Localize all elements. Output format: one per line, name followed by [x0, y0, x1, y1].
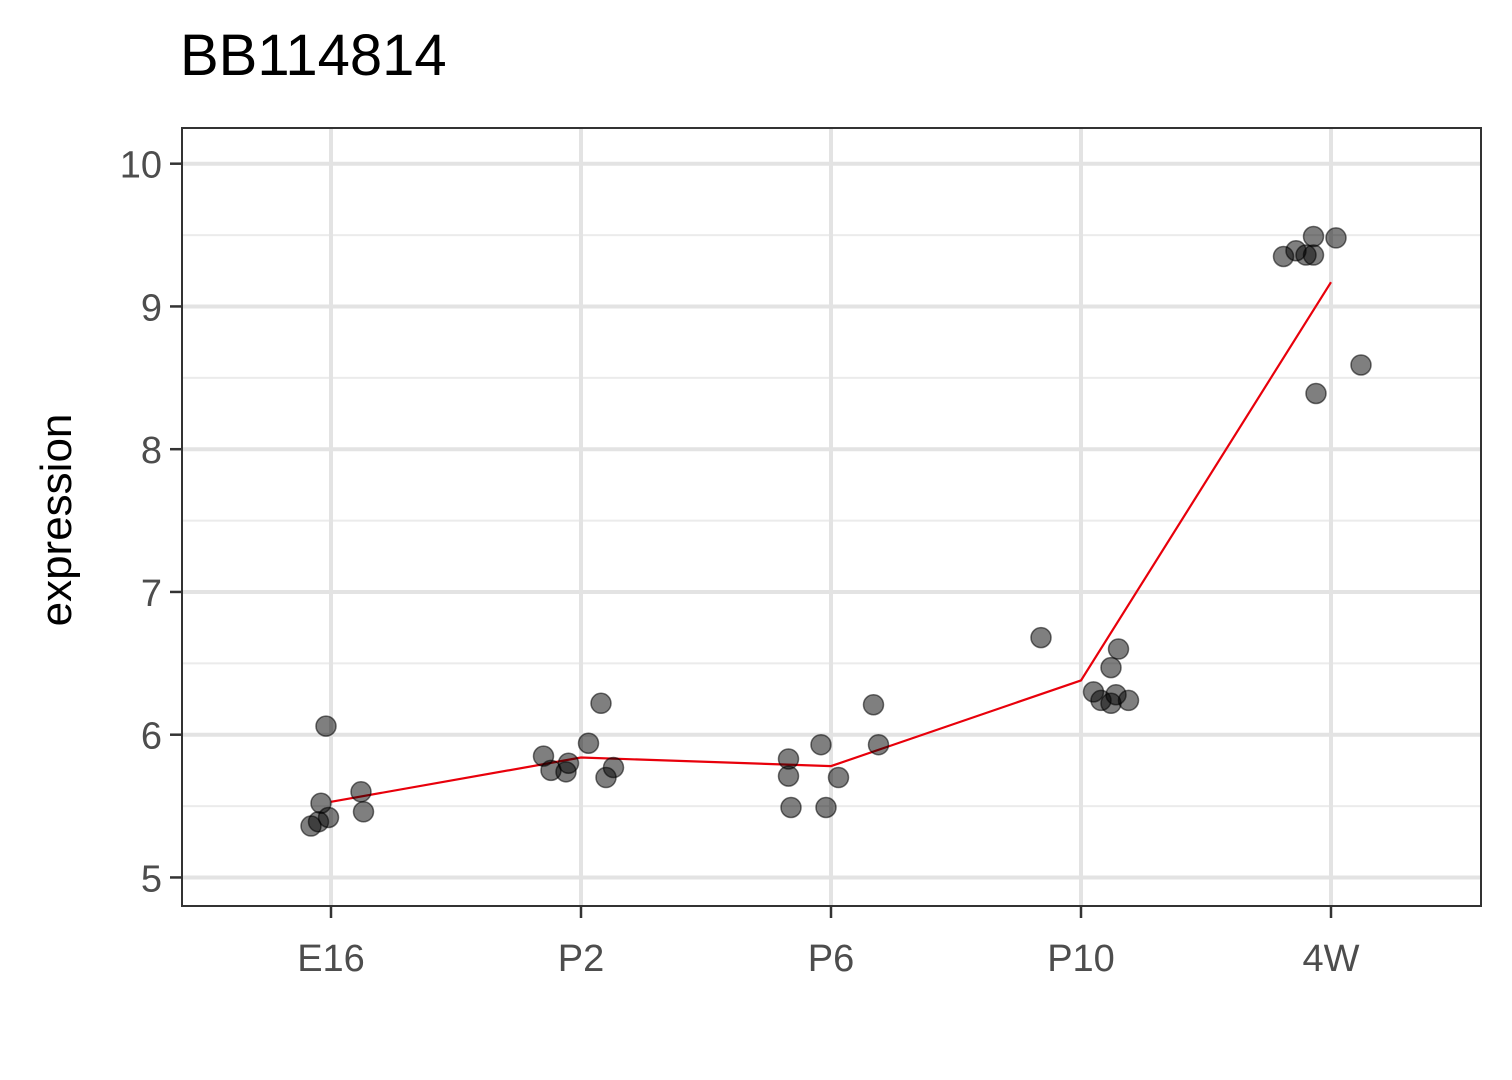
data-point: [1117, 689, 1140, 712]
data-point: [352, 801, 375, 823]
data-point: [310, 792, 332, 814]
data-point: [577, 732, 600, 755]
data-point: [350, 781, 372, 803]
data-point: [1350, 354, 1372, 376]
x-tick-label: P10: [1047, 938, 1115, 980]
data-point: [590, 692, 612, 715]
y-tick-label: 7: [141, 573, 162, 615]
data-point: [780, 796, 802, 819]
data-point: [1107, 638, 1130, 660]
data-point: [1325, 227, 1347, 249]
mean-line-layer: [330, 281, 1332, 803]
points-layer: [300, 225, 1372, 837]
data-point: [1100, 656, 1122, 679]
data-point: [827, 766, 850, 789]
x-tick-label: P6: [808, 938, 854, 980]
data-point: [810, 733, 832, 756]
x-tick-label: P2: [558, 938, 604, 980]
data-point: [777, 765, 800, 787]
data-point: [815, 796, 837, 819]
data-point: [557, 752, 580, 774]
x-tick-label: 4W: [1303, 938, 1360, 980]
data-point: [1030, 626, 1052, 649]
mean-line: [330, 281, 1332, 803]
data-point: [315, 715, 337, 737]
y-tick-label: 5: [141, 858, 162, 900]
data-point: [1302, 244, 1325, 266]
y-tick-label: 9: [141, 287, 162, 329]
data-point: [1302, 225, 1325, 248]
data-point: [602, 756, 625, 779]
data-point: [867, 733, 890, 756]
chart-title: BB114814: [180, 23, 447, 88]
y-tick-label: 6: [141, 716, 162, 758]
data-point: [862, 693, 885, 716]
axes: 5 6 7 8 9 10 E16 P2 P6 P10 4W: [120, 127, 1482, 980]
data-point: [1305, 382, 1327, 405]
x-tick-label: E16: [297, 938, 365, 980]
y-tick-label: 10: [120, 145, 162, 187]
grid-lines: [182, 128, 1481, 906]
y-tick-label: 8: [141, 430, 162, 472]
